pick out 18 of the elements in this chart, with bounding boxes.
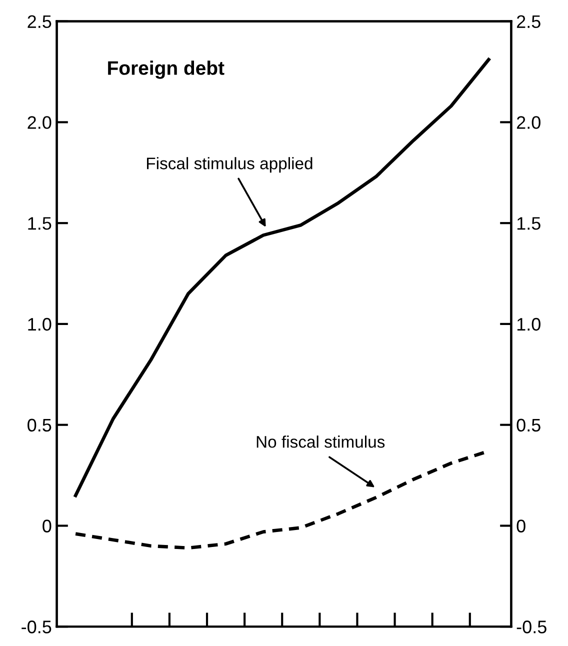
y-tick-label: 1.5 [28, 217, 52, 230]
y2-tick-label: 0.5 [516, 418, 540, 432]
y-tick-label: 2.0 [28, 116, 52, 129]
y-tick-label: 1.0 [28, 318, 52, 331]
annotation: No fiscal stimulus [256, 436, 385, 448]
y-tick-label: -0.5 [22, 620, 52, 634]
y2-tick-label: 1.5 [517, 217, 540, 230]
y-tick-label: 2.5 [28, 15, 52, 28]
y2-tick-label: -0.5 [516, 620, 546, 634]
text: Foreign debt [108, 60, 224, 79]
y2-tick-label: 1.0 [517, 318, 540, 331]
y2-tick-label: 2.0 [516, 116, 540, 129]
line-series [74, 58, 490, 498]
annotation: Fiscal stimulus applied [147, 157, 312, 173]
y-tick-label: 0 [42, 520, 52, 532]
y2-tick-label: 2.5 [516, 15, 540, 28]
y-tick-label: 0.5 [28, 418, 52, 432]
y2-tick-label: 0 [516, 520, 526, 532]
